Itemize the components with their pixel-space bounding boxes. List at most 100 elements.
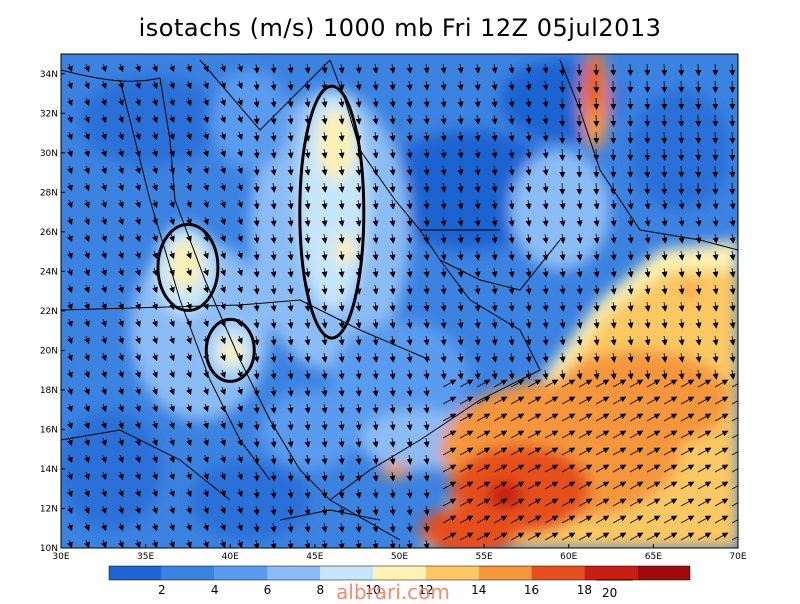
- wind-arrow: [203, 505, 209, 515]
- wind-arrow: [629, 396, 644, 405]
- wind-arrow: [544, 447, 559, 456]
- wind-arrow: [644, 199, 651, 210]
- wind-arrow: [253, 250, 260, 261]
- wind-arrow: [508, 63, 515, 74]
- wind-arrow: [169, 505, 175, 515]
- wind-arrow: [542, 182, 549, 193]
- wind-arrow: [321, 318, 328, 329]
- wind-arrow: [491, 352, 498, 363]
- wind-arrow: [440, 148, 447, 159]
- wind-arrow: [270, 80, 277, 91]
- wind-arrow: [270, 165, 277, 176]
- wind-arrow: [186, 437, 192, 447]
- wind-arrow: [237, 80, 243, 90]
- wind-arrow: [169, 284, 175, 294]
- wind-arrow: [84, 471, 90, 481]
- wind-arrow: [695, 199, 702, 210]
- wind-arrow: [372, 131, 379, 142]
- wind-arrow: [406, 505, 413, 516]
- lon-label: 70E: [729, 552, 746, 562]
- colorbar-swatch: [320, 566, 374, 580]
- wind-arrow: [695, 148, 702, 161]
- wind-arrow: [442, 379, 457, 388]
- wind-arrow: [253, 318, 260, 329]
- wind-arrow: [457, 318, 464, 329]
- wind-arrow: [101, 454, 107, 464]
- wind-arrow: [355, 216, 362, 227]
- wind-arrow: [355, 386, 362, 397]
- wind-arrow: [101, 403, 107, 413]
- wind-arrow: [595, 379, 610, 388]
- wind-arrow: [459, 515, 474, 524]
- wind-arrow: [406, 488, 413, 499]
- circled-regions: [156, 84, 366, 383]
- wind-arrow: [389, 97, 396, 108]
- colorbar-label: 2: [158, 583, 166, 597]
- wind-arrow: [627, 301, 634, 312]
- wind-arrow: [508, 182, 515, 193]
- wind-arrow: [559, 216, 566, 227]
- wind-arrow: [135, 471, 141, 481]
- wind-arrow: [304, 369, 311, 380]
- wind-arrow: [661, 97, 668, 110]
- wind-arrow: [440, 301, 447, 312]
- wind-arrow: [476, 379, 491, 388]
- wind-arrow: [203, 318, 209, 328]
- wind-arrow: [84, 80, 90, 90]
- wind-arrow: [220, 471, 226, 481]
- wind-arrow: [287, 437, 294, 448]
- circled-region: [298, 84, 366, 340]
- wind-arrow: [559, 250, 566, 261]
- wind-arrow: [186, 63, 192, 73]
- wind-arrow: [576, 216, 583, 227]
- wind-arrow: [508, 80, 515, 91]
- wind-arrow: [321, 233, 328, 244]
- wind-arrow: [389, 250, 396, 261]
- wind-arrow: [646, 481, 661, 490]
- wind-arrow: [474, 369, 481, 380]
- wind-arrow: [101, 284, 107, 294]
- wind-arrow: [338, 114, 345, 125]
- wind-arrow: [493, 498, 508, 507]
- wind-arrow: [474, 284, 481, 295]
- wind-arrow: [101, 386, 107, 396]
- wind-arrow: [67, 352, 73, 362]
- wind-arrow: [338, 369, 345, 380]
- lon-label: 30E: [52, 552, 69, 562]
- wind-arrow: [338, 403, 345, 414]
- wind-arrow: [304, 488, 311, 499]
- wind-arrow: [152, 301, 158, 311]
- wind-arrow: [253, 267, 260, 278]
- wind-arrow: [152, 80, 158, 90]
- wind-arrow: [118, 403, 124, 413]
- wind-arrow: [321, 454, 328, 465]
- wind-arrow: [237, 284, 243, 294]
- wind-arrow: [152, 437, 158, 447]
- wind-arrow: [84, 386, 90, 396]
- wind-arrow: [118, 522, 124, 532]
- wind-arrow: [474, 148, 481, 159]
- wind-arrow: [118, 63, 124, 73]
- isotach-field: [61, 54, 738, 548]
- wind-arrow: [678, 80, 685, 93]
- wind-arrow: [457, 182, 464, 193]
- wind-arrow: [406, 97, 413, 108]
- wind-arrow: [661, 165, 668, 178]
- wind-arrow: [644, 97, 651, 110]
- wind-arrow: [578, 498, 593, 507]
- wind-arrow: [457, 199, 464, 210]
- wind-arrow: [576, 97, 583, 110]
- wind-arrow: [287, 114, 294, 125]
- wind-arrow: [678, 352, 685, 363]
- wind-arrow: [714, 379, 729, 388]
- wind-arrow: [731, 485, 738, 490]
- wind-arrow: [680, 532, 695, 541]
- wind-arrow: [525, 80, 532, 91]
- wind-arrow: [406, 454, 413, 465]
- wind-arrow: [629, 498, 644, 507]
- colorbar-swatch: [109, 566, 162, 580]
- wind-arrow: [101, 522, 107, 532]
- wind-arrow: [338, 267, 345, 278]
- wind-arrow: [525, 182, 532, 193]
- wind-arrow: [237, 454, 243, 464]
